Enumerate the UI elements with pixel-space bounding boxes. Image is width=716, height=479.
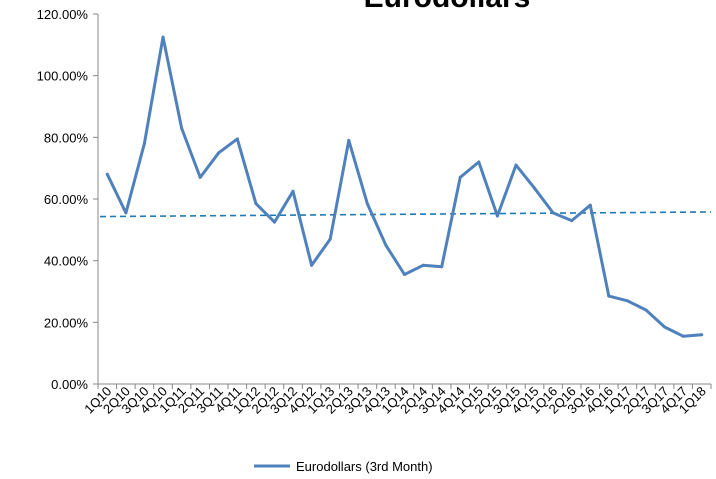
data-point: [570, 219, 574, 223]
y-tick-label: 80.00%: [44, 130, 89, 145]
data-point: [161, 35, 165, 39]
data-point: [217, 151, 221, 155]
y-tick-label: 60.00%: [44, 192, 89, 207]
y-tick-label: 20.00%: [44, 315, 89, 330]
data-point: [514, 163, 518, 167]
data-point: [384, 243, 388, 247]
legend-label: Eurodollars (3rd Month): [296, 459, 433, 474]
data-point: [235, 137, 239, 141]
data-point: [310, 263, 314, 267]
data-point: [681, 334, 685, 338]
data-point: [421, 263, 425, 267]
y-tick-label: 0.00%: [51, 377, 88, 392]
y-tick-label: 40.00%: [44, 254, 89, 269]
data-point: [551, 211, 555, 215]
series-group: [105, 35, 704, 338]
data-point: [588, 203, 592, 207]
data-point: [291, 189, 295, 193]
y-tick-label: 120.00%: [37, 7, 89, 22]
data-point: [477, 160, 481, 164]
data-point: [644, 308, 648, 312]
data-point: [403, 273, 406, 276]
legend: Eurodollars (3rd Month): [254, 459, 433, 474]
data-point: [625, 299, 629, 303]
data-point: [105, 172, 109, 176]
chart-title: Eurodollars: [364, 0, 531, 14]
data-point: [124, 211, 128, 215]
data-point: [607, 294, 611, 298]
x-axis: 1Q102Q103Q104Q101Q112Q113Q114Q111Q122Q12…: [81, 383, 712, 417]
data-point: [700, 333, 704, 337]
data-point: [533, 186, 536, 190]
data-point: [142, 142, 146, 145]
data-point: [365, 202, 369, 206]
y-axis: 0.00% 20.00% 40.00% 60.00% 80.00% 100.00% 120.…: [37, 7, 99, 392]
trendline: [99, 211, 712, 218]
data-point: [273, 220, 276, 224]
y-tick-label: 100.00%: [37, 69, 89, 84]
data-point: [347, 138, 351, 142]
trendline-line: [99, 211, 712, 218]
data-point: [198, 175, 202, 179]
data-point: [458, 175, 462, 179]
series-line: [105, 35, 704, 338]
data-point: [254, 202, 258, 206]
data-point: [663, 325, 667, 329]
data-point: [495, 214, 499, 218]
data-point: [180, 126, 184, 130]
data-point: [440, 265, 444, 269]
data-point: [328, 237, 332, 241]
